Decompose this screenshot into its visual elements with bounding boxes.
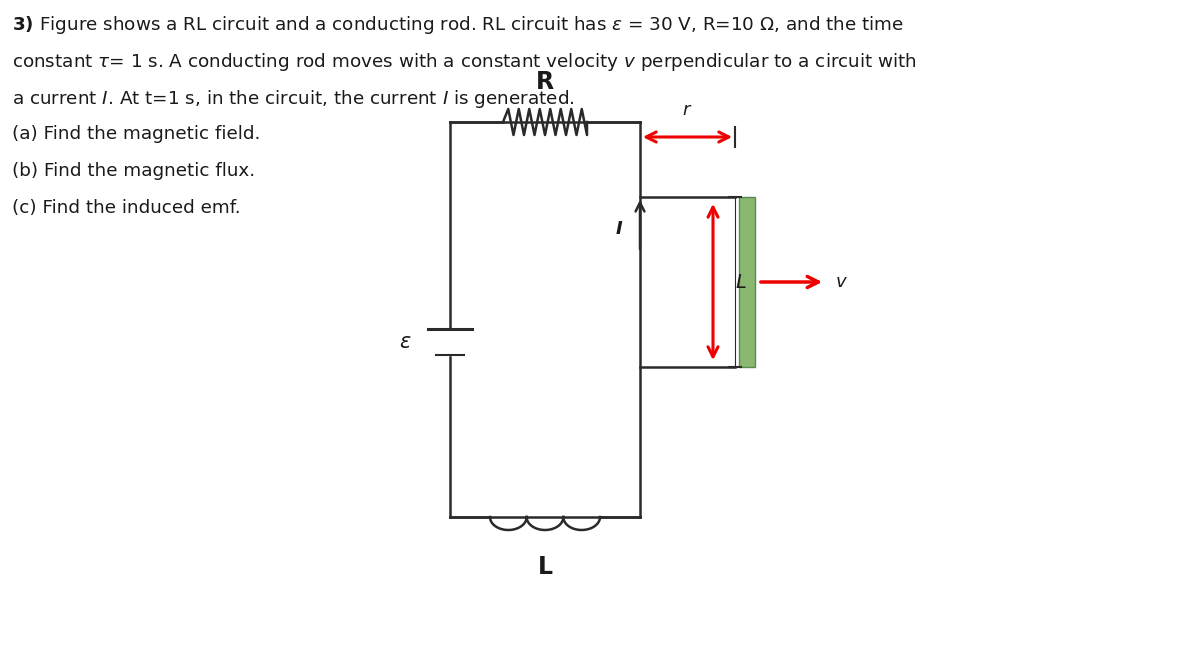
Bar xyxy=(739,197,755,367)
Text: $\varepsilon$: $\varepsilon$ xyxy=(400,332,412,352)
Text: $L$: $L$ xyxy=(734,273,746,292)
Text: $\mathbf{3)}$ Figure shows a RL circuit and a conducting rod. RL circuit has $\v: $\mathbf{3)}$ Figure shows a RL circuit … xyxy=(12,14,904,36)
Text: I: I xyxy=(616,220,622,239)
Text: R: R xyxy=(536,70,554,94)
Text: $v$: $v$ xyxy=(835,273,848,291)
Text: (a) Find the magnetic field.: (a) Find the magnetic field. xyxy=(12,125,260,143)
Text: a current $I$. At t=1 s, in the circuit, the current $I$ is generated.: a current $I$. At t=1 s, in the circuit,… xyxy=(12,88,575,110)
Text: (c) Find the induced emf.: (c) Find the induced emf. xyxy=(12,199,241,217)
Text: constant $\tau$= 1 s. A conducting rod moves with a constant velocity $v$ perpen: constant $\tau$= 1 s. A conducting rod m… xyxy=(12,51,917,73)
Text: (b) Find the magnetic flux.: (b) Find the magnetic flux. xyxy=(12,162,256,180)
Text: L: L xyxy=(538,555,552,579)
Text: $r$: $r$ xyxy=(683,101,692,119)
